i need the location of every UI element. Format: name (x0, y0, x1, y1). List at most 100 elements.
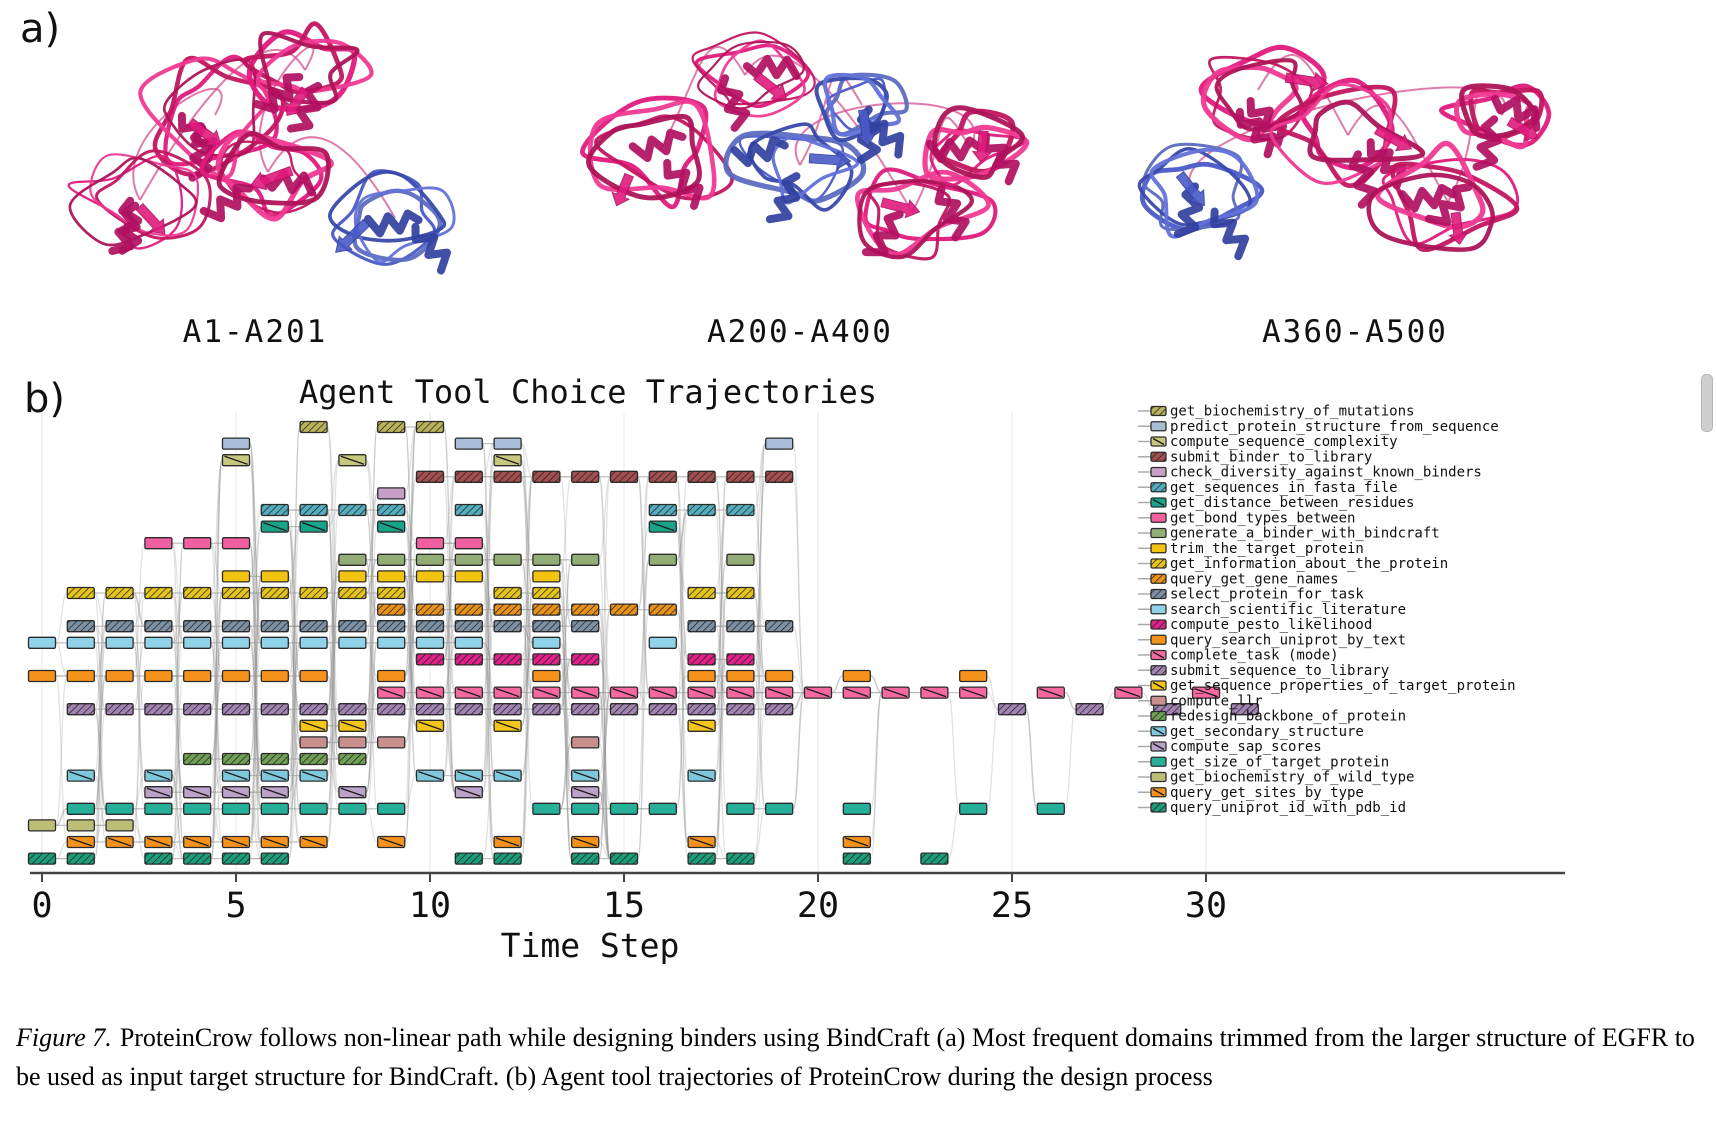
marker-get_biochemistry_of_mutations (415, 420, 445, 434)
marker-redesign_backbone_of_protein (183, 752, 212, 766)
marker-query_search_uniprot_by_text (183, 669, 212, 683)
marker-submit_binder_to_library (609, 470, 639, 483)
marker-query_uniprot_id_with_pdb_id (27, 852, 57, 865)
marker-get_information_about_the_protein (687, 586, 716, 600)
marker-get_information_about_the_protein (532, 586, 561, 600)
legend-item: query_search_uniprot_by_text (1138, 632, 1406, 648)
marker-submit_sequence_to_library (765, 703, 794, 716)
marker-submit_binder_to_library (454, 470, 483, 483)
legend-item: get_sequence_properties_of_target_protei… (1138, 678, 1516, 694)
marker-get_information_about_the_protein (66, 586, 95, 600)
marker-get_size_of_target_protein (338, 802, 367, 815)
marker-compute_sap_scores (183, 786, 212, 799)
panel-a-label: a) (20, 6, 61, 52)
marker-get_secondary_structure (454, 769, 483, 782)
marker-get_sequences_in_fasta_file (726, 503, 755, 517)
marker-submit_sequence_to_library (997, 703, 1027, 716)
marker-query_get_gene_names (493, 603, 522, 616)
marker-get_size_of_target_protein (571, 802, 600, 815)
marker-search_scientific_literature (415, 636, 445, 649)
marker-get_sequences_in_fasta_file (260, 503, 289, 517)
x-tick-label: 5 (225, 886, 246, 926)
marker-get_size_of_target_protein (221, 802, 251, 815)
marker-get_biochemistry_of_mutations (377, 420, 406, 434)
structure-label-a1-a201: A1-A201 (182, 314, 328, 350)
marker-compute_llr (571, 736, 600, 749)
legend-label: trim_the_target_protein (1170, 541, 1364, 557)
x-tick-label: 15 (603, 886, 645, 926)
marker-select_protein_for_task (66, 620, 95, 633)
marker-submit_sequence_to_library (66, 703, 95, 716)
marker-submit_sequence_to_library (454, 703, 483, 716)
marker-compute_pesto_likelihood (571, 653, 600, 666)
marker-generate_a_binder_with_bindcraft (338, 553, 367, 566)
marker-query_get_gene_names (609, 603, 639, 616)
marker-submit_sequence_to_library (609, 703, 639, 716)
marker-compute_pesto_likelihood (454, 653, 483, 666)
marker-query_uniprot_id_with_pdb_id (571, 852, 600, 865)
legend-label: submit_sequence_to_library (1170, 663, 1389, 679)
marker-get_size_of_target_protein (144, 802, 173, 815)
marker-get_information_about_the_protein (338, 586, 367, 600)
marker-query_uniprot_id_with_pdb_id (260, 852, 289, 865)
marker-query_uniprot_id_with_pdb_id (221, 852, 251, 865)
marker-get_biochemistry_of_mutations (299, 420, 328, 434)
legend-item: query_get_sites_by_type (1138, 785, 1364, 801)
legend-item: redesign_backbone_of_protein (1138, 709, 1406, 725)
x-tick-label: 10 (409, 886, 451, 926)
marker-trim_the_target_protein (260, 570, 289, 583)
marker-get_information_about_the_protein (105, 586, 134, 600)
marker-get_sequence_properties_of_target_protein (338, 719, 367, 732)
marker-compute_sap_scores (454, 786, 483, 799)
marker-get_size_of_target_protein (726, 802, 755, 815)
figure-caption: Figure 7. ProteinCrow follows non-linear … (16, 1018, 1700, 1096)
marker-query_search_uniprot_by_text (726, 669, 755, 683)
marker-check_diversity_against_known_binders (377, 487, 406, 500)
marker-query_search_uniprot_by_text (260, 669, 289, 683)
legend-label: generate_a_binder_with_bindcraft (1170, 526, 1440, 542)
marker-query_get_gene_names (532, 603, 561, 616)
legend-label: query_get_gene_names (1170, 571, 1339, 587)
marker-generate_a_binder_with_bindcraft (532, 553, 561, 566)
legend-item: compute_pesto_likelihood (1138, 617, 1372, 633)
legend-label: query_uniprot_id_with_pdb_id (1170, 800, 1406, 816)
x-tick-label: 0 (31, 886, 52, 926)
marker-query_search_uniprot_by_text (377, 669, 406, 683)
marker-get_information_about_the_protein (726, 586, 755, 600)
marker-select_protein_for_task (532, 620, 561, 633)
scrollbar-thumb[interactable] (1701, 374, 1713, 432)
marker-get_sequence_properties_of_target_protein (493, 719, 522, 732)
marker-get_distance_between_residues (648, 520, 677, 533)
marker-submit_sequence_to_library (338, 703, 367, 716)
marker-complete_task (mode) (454, 686, 483, 699)
legend-item: get_distance_between_residues (1138, 495, 1414, 511)
legend-label: get_sequence_properties_of_target_protei… (1170, 678, 1516, 694)
marker-submit_sequence_to_library (377, 703, 406, 716)
marker-select_protein_for_task (299, 620, 328, 633)
legend-label: get_distance_between_residues (1170, 495, 1414, 511)
marker-get_secondary_structure (299, 769, 328, 782)
marker-get_bond_types_between (183, 537, 212, 550)
marker-compute_sequence_complexity (338, 454, 367, 467)
marker-query_uniprot_id_with_pdb_id (687, 852, 716, 865)
marker-submit_binder_to_library (648, 470, 677, 483)
legend-label: compute_pesto_likelihood (1170, 617, 1372, 633)
marker-generate_a_binder_with_bindcraft (415, 553, 445, 566)
marker-search_scientific_literature (377, 636, 406, 649)
marker-trim_the_target_protein (454, 570, 483, 583)
marker-complete_task (mode) (415, 686, 445, 699)
marker-redesign_backbone_of_protein (260, 752, 289, 766)
marker-get_size_of_target_protein (260, 802, 289, 815)
marker-get_bond_types_between (415, 537, 445, 550)
marker-predict_protein_structure_from_sequence (493, 437, 522, 450)
protein-structures-panel (67, 21, 1552, 275)
marker-submit_sequence_to_library (144, 703, 173, 716)
marker-select_protein_for_task (765, 620, 794, 633)
marker-get_distance_between_residues (260, 520, 289, 533)
protein-structure-a360-a500 (1137, 44, 1552, 261)
marker-query_get_gene_names (415, 603, 445, 616)
marker-compute_pesto_likelihood (687, 653, 716, 666)
marker-complete_task (mode) (959, 686, 988, 699)
marker-get_information_about_the_protein (377, 586, 406, 600)
marker-compute_llr (377, 736, 406, 749)
